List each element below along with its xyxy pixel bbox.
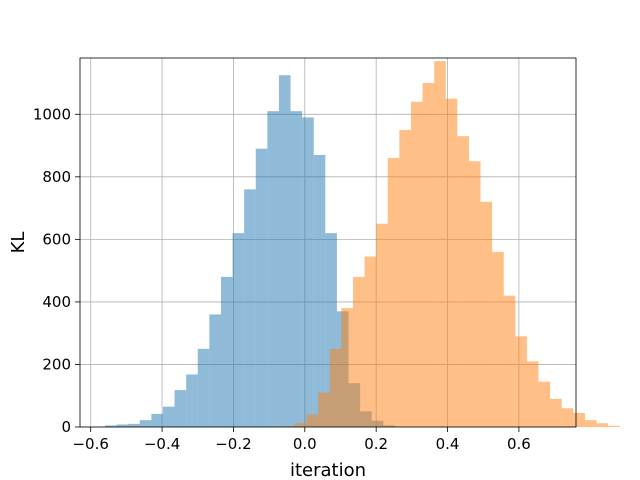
histogram-bars [104,61,620,428]
x-tick-label: 0.2 [364,435,388,453]
x-tick-label: −0.4 [144,435,180,453]
histogram-bar [422,83,435,427]
histogram-bar [410,101,423,427]
histogram-bar [313,154,326,427]
histogram-bar [197,348,210,427]
histogram-bar [174,390,187,427]
y-tick-label: 400 [42,293,71,311]
x-tick-label: 0.6 [507,435,531,453]
y-axis-label: KL [8,232,29,254]
histogram-bar [445,98,458,428]
y-tick-label: 0 [61,418,71,436]
histogram-bar [104,425,117,427]
histogram-bar [128,423,140,427]
histogram-bar [608,425,620,427]
histogram-bar [434,61,446,428]
histogram-bar [220,276,233,427]
histogram-bar [232,233,245,427]
histogram-bar [329,348,342,427]
histogram-bar [151,413,163,427]
histogram-bar [457,136,469,427]
histogram-bar [538,381,551,427]
histogram-bar [255,148,268,427]
y-tick-label: 1000 [33,105,71,123]
histogram-bar [468,161,481,427]
histogram-bar [526,361,539,427]
histogram-bar [399,129,411,428]
histogram-bar [341,308,353,427]
histogram-bar [352,276,365,427]
histogram-bar [550,398,562,427]
histogram-bar [318,392,330,427]
histogram-bar [116,424,129,427]
histogram-bar [325,233,337,427]
histogram-bar [209,314,221,427]
histogram-bar [387,158,400,427]
histogram-bar [561,408,574,427]
y-tick-label: 200 [42,355,71,373]
histogram-bar [244,189,256,427]
y-tick-label: 600 [42,230,71,248]
x-tick-label: −0.2 [215,435,251,453]
histogram-bar [283,426,295,427]
histogram-bar [267,111,279,428]
x-tick-label: 0.0 [293,435,317,453]
histogram-bar [376,223,388,427]
histogram-bar [162,406,175,427]
histogram-bar [294,423,307,427]
plot-frame [79,57,577,428]
histogram-bar [290,111,303,428]
axis-ticks: −0.6 −0.4 −0.2 0.0 0.2 0.4 0.6 0 200 400 600 800 100… [33,105,531,453]
histogram-bar [573,412,585,427]
histogram-bar [515,336,527,427]
x-axis-label: iteration [290,460,366,480]
histogram-bar [302,117,314,427]
histogram-bar [584,420,597,427]
histogram-bar [139,420,152,427]
x-tick-label: −0.6 [72,435,108,453]
y-tick-label: 800 [42,168,71,186]
histogram-bar [503,295,516,427]
histogram-bar [596,423,609,427]
histogram-bar [306,414,319,427]
histogram-bar [492,251,504,427]
histogram-bar [364,256,377,427]
histogram-bar [186,374,198,427]
x-tick-label: 0.4 [436,435,460,453]
histogram-bar [278,75,291,427]
histogram-bar [480,201,493,427]
